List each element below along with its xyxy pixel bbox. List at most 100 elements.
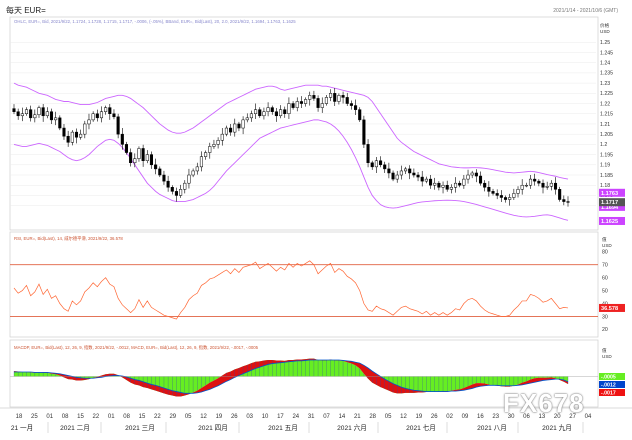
date-range: 2021/1/14 - 2021/10/6 (GMT) [553,8,618,14]
x-day-label: 21 [354,414,361,420]
x-day-label: 15 [77,414,84,420]
candle-body [408,168,412,174]
candle-body [216,140,220,145]
price-tag [599,198,625,207]
candle-body [208,146,212,153]
candle-body [233,123,237,133]
rsi-tick-label: 70 [602,263,608,269]
candle-body [537,180,541,184]
candle-body [58,117,62,129]
candle-body [162,174,166,182]
candle-body [212,144,216,147]
candle-body [299,101,303,104]
price-tick-label: 1.25 [600,40,610,46]
candle-body [266,107,270,112]
candle-body [37,107,41,116]
price-tick-label: 1.19 [600,163,610,169]
candle-body [174,191,178,196]
rsi-tick-label: 30 [602,314,608,320]
candle-body [520,184,524,190]
candle-body [549,182,553,187]
candle-body [362,119,366,145]
candle-body [491,191,495,194]
rsi-value-label: 36.578 [601,306,618,312]
candle-body [245,117,249,121]
candle-body [420,176,424,182]
x-day-label: 30 [508,414,515,420]
x-day-label: 23 [492,414,499,420]
candle-body [528,178,533,186]
candle-body [516,189,520,194]
candle-body [349,103,353,106]
bollinger-upper-line [13,82,569,180]
candle-body [283,109,287,114]
candle-body [358,109,362,121]
candle-body [370,162,374,168]
candle-body [137,148,141,159]
candle-body [499,195,503,198]
macd-panel-border [9,339,599,408]
macd-value-tag [599,373,625,380]
x-day-label: 14 [339,414,346,420]
x-day-label: 17 [277,414,284,420]
x-day-label: 02 [446,414,453,420]
price-tick-label: 1.18 [600,183,610,189]
rsi-tick-label: 80 [602,250,608,256]
candle-body [116,116,120,135]
candle-body [462,178,466,186]
x-day-label: 03 [246,414,253,420]
rsi-legend: RSI, EUR=, Bid(Last), 14, 威尔德平滑, 2021/9/… [14,235,123,242]
candle-body [404,168,408,172]
candle-body [483,182,487,188]
price-tag [599,188,625,197]
watermark: FX678 [503,388,585,418]
x-day-label: 24 [292,414,299,420]
x-day-label: 22 [154,414,161,420]
candle-body [374,160,378,168]
candle-body [229,127,233,133]
candle-body [458,182,462,186]
candle-body [279,109,283,117]
candle-body [341,95,345,98]
candle-body [258,109,262,117]
candle-body [391,172,395,180]
macd-value-label: -.0012 [601,382,616,388]
candle-body [241,119,245,129]
candle-body [262,111,266,117]
price-tag [599,216,625,225]
x-month-label: 2021 三月 [125,424,155,432]
price-tick-label: 1.2 [600,142,607,148]
candle-body [24,109,29,114]
price-tick-label: 1.195 [600,152,613,158]
x-day-label: 08 [62,414,69,420]
candle-body [304,99,308,104]
price-tick-label: 1.225 [600,91,613,97]
candle-body [312,95,316,99]
candle-body [545,186,549,188]
candle-body [333,93,337,102]
x-day-label: 19 [415,414,422,420]
price-tick-label: 1.235 [600,71,613,77]
rsi-panel: 80706050403020值USD36.578 [10,236,625,333]
macd-value-tag [599,381,625,388]
candle-body [120,133,124,145]
macd-unit-label: 值 [602,347,607,354]
candle-body [553,182,558,190]
candle-body [441,184,445,188]
candle-body [199,156,203,168]
price-tag-label: 1.1763 [601,191,618,197]
candle-body [191,170,195,176]
candle-body [133,158,137,164]
x-month-label: 21 一月 [11,424,33,432]
x-day-label: 22 [93,414,100,420]
candle-body [308,95,312,100]
x-day-label: 26 [431,414,438,420]
candle-body [249,113,253,119]
candle-body [399,170,403,176]
x-day-label: 10 [262,414,269,420]
candle-body [179,189,183,196]
x-day-label: 05 [185,414,192,420]
candle-body [254,109,258,114]
